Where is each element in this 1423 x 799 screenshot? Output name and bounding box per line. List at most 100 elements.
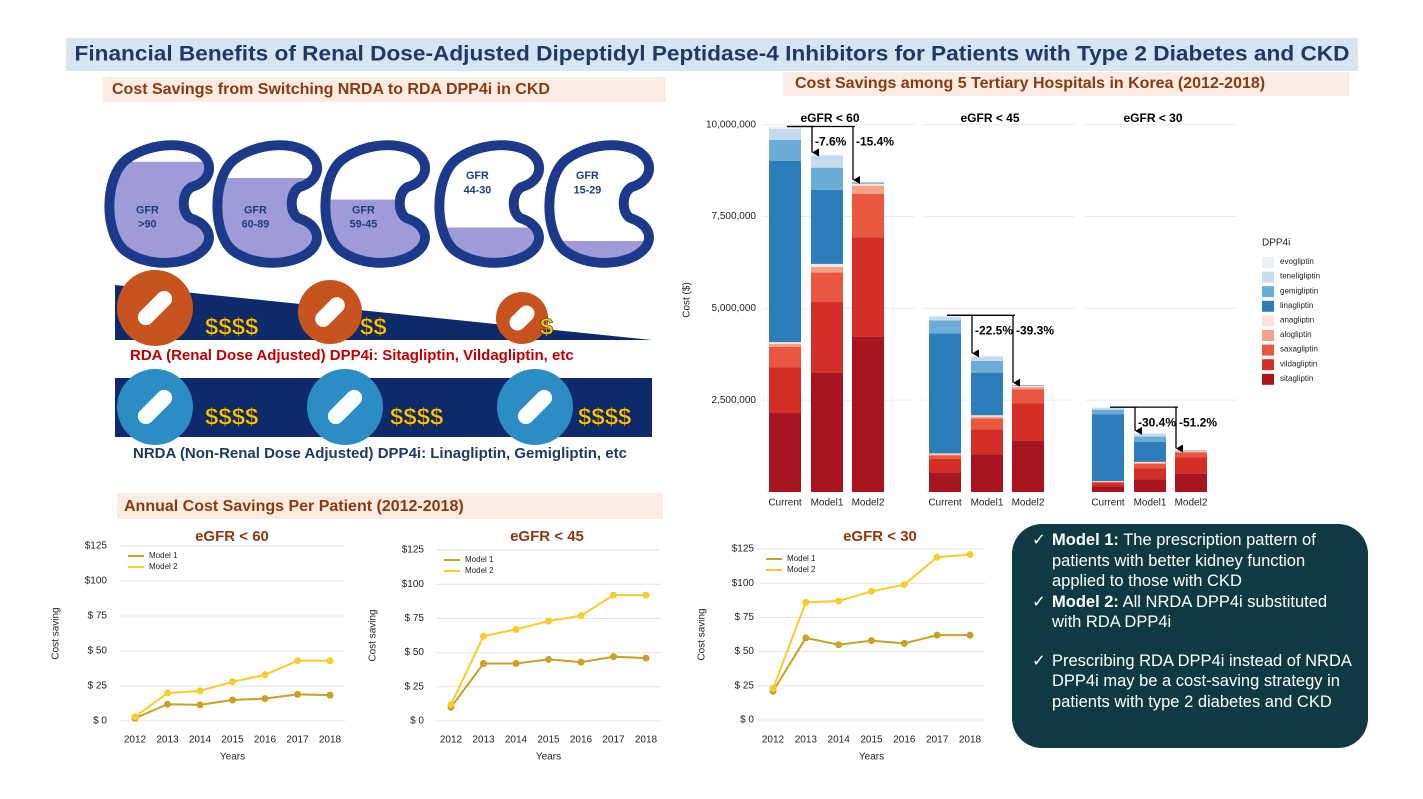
y-tick-label: $100: [85, 576, 108, 587]
note-text: All NRDA DPP4i substituted with RDA DPP4…: [1052, 592, 1328, 632]
bar-segment: [852, 193, 884, 238]
bar-segment: [929, 320, 961, 334]
y-axis-label: Cost saving: [697, 608, 708, 660]
line: [772, 553, 971, 689]
point: [933, 631, 941, 639]
x-tick-label: Model1: [1134, 498, 1167, 509]
kidney-outline: [434, 140, 545, 268]
bar-segment: [1092, 407, 1124, 408]
legend-label: saxagliptin: [1280, 345, 1318, 354]
bar-segment: [1134, 479, 1166, 492]
bar-segment: [1012, 403, 1044, 441]
bar-segment: [971, 415, 1003, 417]
point: [480, 660, 487, 668]
note-label: Model 2:: [1052, 592, 1119, 611]
section-header-bg: [103, 77, 666, 102]
pill: [137, 389, 173, 425]
bar-segment: [1092, 414, 1124, 481]
x-tick-label: Model2: [1012, 498, 1045, 509]
title-banner: [66, 38, 1358, 71]
pill-body: [315, 297, 345, 327]
x-tick-label: Current: [768, 498, 802, 509]
nrda-caption: NRDA (Non-Renal Dose Adjusted) DPP4i: Li…: [133, 445, 627, 462]
legend-swatch: [1262, 300, 1274, 312]
legend-title: DPP4i: [1262, 238, 1290, 249]
legend-label: Model 2: [787, 565, 816, 574]
point: [835, 597, 843, 605]
x-tick-label: 2018: [635, 735, 658, 746]
y-tick-label: $100: [402, 579, 425, 590]
x-axis-label: Years: [220, 752, 245, 763]
point: [196, 687, 204, 695]
point: [642, 591, 650, 599]
legend-label: Model 1: [787, 554, 816, 563]
x-tick-label: 2012: [124, 735, 147, 746]
legend-swatch: [1262, 257, 1274, 268]
bar-segment: [852, 185, 884, 194]
kidney-label: 44-30: [464, 184, 492, 196]
point: [261, 671, 269, 679]
y-tick-label: $125: [85, 541, 108, 552]
point: [294, 657, 301, 665]
note: Model 1: The prescription pattern of pat…: [1032, 530, 1352, 592]
point: [642, 654, 650, 662]
bar-segment: [852, 182, 884, 184]
point: [966, 631, 974, 639]
change-label: -51.2%: [1179, 415, 1217, 429]
legend-label: sitagliptin: [1280, 374, 1313, 383]
x-tick-label: 2014: [189, 735, 212, 746]
bar-segment: [1092, 486, 1124, 492]
bar-segment: [1175, 457, 1207, 474]
pill: [517, 389, 553, 425]
x-axis-label: Years: [536, 752, 561, 763]
y-tick-label: 10,000,000: [706, 119, 756, 130]
x-tick-label: 2015: [860, 735, 883, 746]
y-tick-label: $ 75: [88, 611, 108, 622]
legend-label: anagliptin: [1280, 316, 1314, 325]
chart-title: Cost Savings among 5 Tertiary Hospitals …: [795, 75, 1265, 92]
x-tick-label: 2018: [319, 735, 342, 746]
x-tick-label: 2012: [762, 735, 785, 746]
x-tick-label: 2014: [828, 735, 851, 746]
bar-segment: [929, 316, 961, 321]
legend-swatch: [1262, 344, 1274, 356]
legend-swatch: [1262, 286, 1274, 298]
bar-segment: [1012, 386, 1044, 390]
bar-segment: [929, 458, 961, 473]
bar-segment: [971, 355, 1003, 357]
change-label: -22.5%: [975, 323, 1013, 337]
line: [450, 594, 646, 706]
bar-segment: [1012, 440, 1044, 492]
point: [610, 591, 617, 599]
point: [326, 657, 334, 665]
kidney: GFR 59-45: [320, 140, 431, 268]
bar-segment: [769, 367, 801, 414]
point: [802, 634, 810, 642]
kidney-label: 59-45: [350, 219, 378, 231]
point: [131, 713, 139, 721]
pill-body: [517, 389, 553, 425]
bar-segment: [971, 356, 1003, 361]
kidney: GFR 60-89: [212, 140, 323, 268]
bar-segment: [811, 266, 843, 273]
pill: [137, 290, 173, 326]
bar-segment: [811, 263, 843, 267]
y-tick-label: 5,000,000: [712, 303, 757, 314]
bar-segment: [811, 272, 843, 302]
point: [196, 701, 204, 709]
pill: [509, 305, 535, 331]
point: [769, 685, 777, 693]
rda-caption: RDA (Renal Dose Adjusted) DPP4i: Sitagli…: [130, 347, 574, 364]
point: [294, 690, 301, 698]
bar-segment: [769, 346, 801, 368]
y-tick-label: $ 75: [735, 612, 755, 623]
kidney: GFR 15-29: [544, 140, 655, 268]
legend-label: vildagliptin: [1280, 359, 1317, 368]
point: [802, 598, 810, 606]
bar-segment: [811, 189, 843, 264]
bar-segment: [971, 429, 1003, 455]
y-tick-label: $ 75: [405, 613, 425, 624]
y-tick-label: $ 25: [405, 681, 425, 692]
bar-segment: [769, 126, 801, 129]
